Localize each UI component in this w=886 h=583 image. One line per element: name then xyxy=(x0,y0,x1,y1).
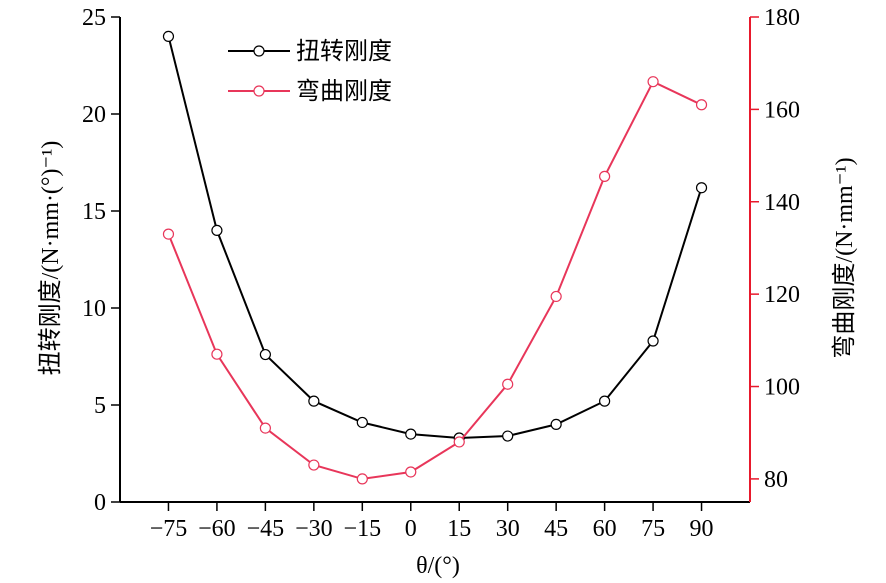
x-tick-label: 0 xyxy=(405,516,417,542)
series-0-point xyxy=(405,428,417,440)
series-line-0 xyxy=(167,36,703,440)
legend-label-torsion: 扭转刚度 xyxy=(296,38,392,65)
x-tick-label: −15 xyxy=(344,516,382,542)
x-tick-label: 45 xyxy=(544,516,568,542)
y-right-tick-label: 100 xyxy=(764,375,800,401)
legend-marker-bending xyxy=(253,85,265,97)
y-right-tick-label: 140 xyxy=(764,190,800,216)
legend-label-bending: 弯曲刚度 xyxy=(296,78,392,105)
x-tick-label: 60 xyxy=(593,516,617,542)
legend: 扭转刚度 弯曲刚度 xyxy=(228,38,392,105)
series-1-point xyxy=(308,459,320,471)
x-tick-label: −30 xyxy=(295,516,333,542)
x-tick-label: 30 xyxy=(496,516,520,542)
legend-marker-torsion xyxy=(253,45,265,57)
x-tick-label: −45 xyxy=(247,516,285,542)
series-1-point xyxy=(647,76,659,88)
y-right-tick-label: 120 xyxy=(764,282,800,308)
series-1-point xyxy=(550,290,562,303)
series-0-point xyxy=(259,348,271,361)
x-tick-label: 15 xyxy=(447,516,471,542)
series-1-point xyxy=(599,170,611,182)
y-left-tick-label: 0 xyxy=(94,490,106,516)
y-left-tick-label: 15 xyxy=(82,199,106,225)
series-0-point xyxy=(550,418,562,430)
series-1-point xyxy=(695,99,708,111)
y-left-tick-label: 25 xyxy=(82,5,106,31)
series-0-point xyxy=(162,30,175,43)
series-line-1 xyxy=(167,80,702,480)
x-tick-label: −75 xyxy=(150,516,188,542)
y-left-tick-label: 5 xyxy=(94,393,106,419)
series-1-point xyxy=(162,228,175,240)
series-1-point xyxy=(502,378,514,390)
series-0-point xyxy=(502,430,514,442)
y-right-tick-label: 180 xyxy=(764,5,800,31)
x-tick-label: 90 xyxy=(690,516,714,542)
axes: −75 −60 −45 −30 −15 0 15 30 45 60 75 90 0 5 10 15 20 25 80… xyxy=(82,5,800,542)
y-left-tick-label: 20 xyxy=(82,102,106,128)
series-0-point xyxy=(695,182,708,194)
y-left-tick-label: 10 xyxy=(82,296,106,322)
series-1-point xyxy=(356,473,368,485)
y-right-tick-label: 80 xyxy=(764,467,788,493)
series-1-point xyxy=(211,348,223,360)
x-tick-label: −60 xyxy=(198,516,236,542)
x-tick-label: 75 xyxy=(641,516,665,542)
series-1-point xyxy=(259,422,271,434)
y-right-axis-title: 弯曲刚度/(N·mm⁻¹) xyxy=(831,157,858,358)
series-0-point xyxy=(647,335,659,347)
y-right-tick-label: 160 xyxy=(764,97,800,123)
series-1-point xyxy=(405,466,417,478)
series-0-point xyxy=(599,395,611,407)
series-0-point xyxy=(211,224,223,236)
series-0-point xyxy=(308,395,320,407)
x-axis-title: θ/(°) xyxy=(416,553,460,579)
series-1-point xyxy=(453,436,465,448)
y-left-axis-title: 扭转刚度/(N·mm·(°)⁻¹) xyxy=(37,141,64,376)
series-0-point xyxy=(356,416,368,429)
series-layer xyxy=(162,30,708,485)
